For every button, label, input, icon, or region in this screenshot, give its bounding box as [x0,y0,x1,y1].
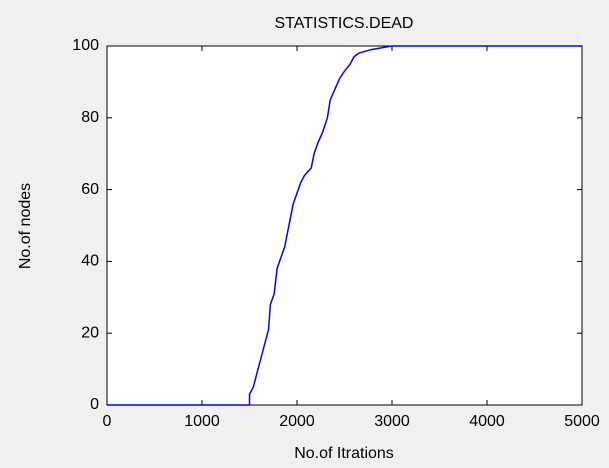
plot-area [106,45,583,406]
y-tick-label: 100 [72,37,99,54]
x-tick-label: 0 [103,413,112,430]
x-tick-label: 4000 [469,413,505,430]
x-tick-label: 3000 [374,413,410,430]
data-line [107,45,582,406]
y-tick-label: 0 [90,396,99,413]
y-tick-label: 80 [81,109,99,126]
x-tick-label: 5000 [564,413,600,430]
y-tick-label: 40 [81,253,99,270]
chart-title: STATISTICS.DEAD [275,15,414,32]
x-axis-label: No.of Itrations [294,445,394,462]
y-tick-label: 20 [81,324,99,341]
y-tick-label: 60 [81,181,99,198]
x-tick-label: 1000 [184,413,220,430]
y-axis-label: No.of nodes [17,183,34,269]
x-tick-label: 2000 [279,413,315,430]
